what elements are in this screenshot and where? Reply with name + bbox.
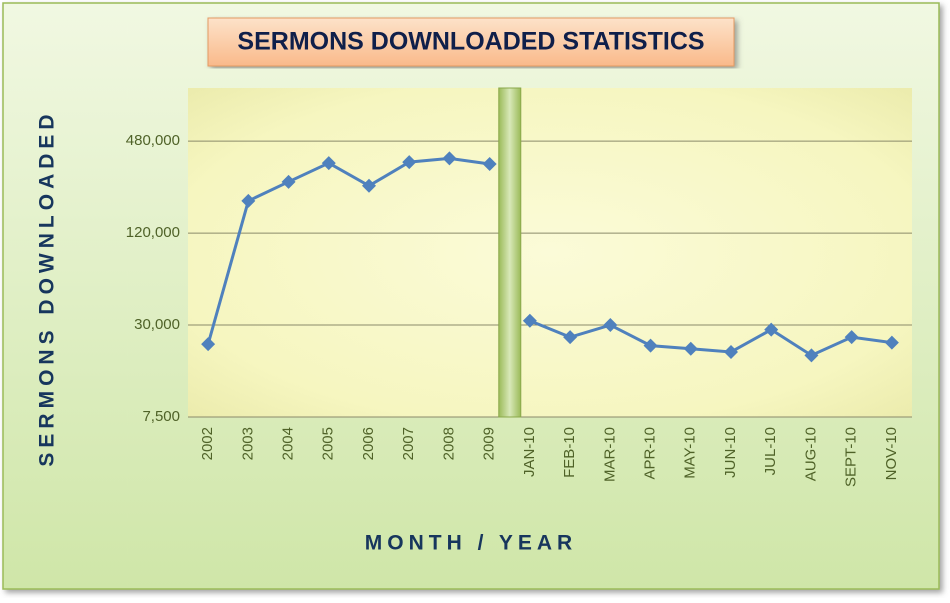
y-axis-title: SERMONS DOWNLOADED: [36, 109, 59, 466]
x-tick-label: 2006: [360, 427, 377, 460]
y-tick-label: 120,000: [126, 224, 180, 241]
marker: [764, 322, 779, 337]
x-tick-label: SEPT-10: [843, 427, 860, 487]
x-tick-label: 2002: [199, 427, 216, 460]
marker: [563, 330, 578, 345]
marker: [362, 178, 376, 193]
x-tick-label: NOV-10: [883, 427, 900, 480]
marker: [643, 338, 658, 353]
marker: [241, 193, 256, 208]
marker: [442, 151, 457, 166]
marker: [482, 157, 497, 172]
marker: [683, 341, 698, 356]
x-tick-label: MAY-10: [682, 427, 699, 479]
x-axis-title: MONTH / YEAR: [365, 532, 577, 555]
plot-area: [188, 88, 912, 417]
x-tick-label: JAN-10: [521, 427, 538, 477]
title-box: [207, 17, 735, 67]
marker: [201, 337, 216, 352]
marker: [884, 335, 899, 350]
x-tick-label: JUN-10: [722, 427, 739, 478]
marker: [844, 330, 859, 345]
marker: [724, 344, 738, 359]
line: [529, 319, 893, 358]
x-tick-label: 2008: [440, 427, 457, 460]
chart-title: SERMONS DOWNLOADED STATISTICS: [237, 28, 704, 56]
marker: [321, 156, 336, 171]
x-tick-label: 2007: [400, 427, 417, 460]
x-tick-label: 2009: [481, 427, 498, 460]
y-tick-label: 30,000: [134, 316, 180, 333]
line: [206, 156, 490, 345]
x-tick-label: MAR-10: [601, 427, 618, 482]
marker: [603, 318, 618, 333]
y-tick-label: 480,000: [126, 132, 180, 149]
marker: [281, 174, 296, 189]
x-tick-label: 2005: [320, 427, 337, 460]
x-tick-label: 2003: [239, 427, 256, 460]
x-tick-label: JUL-10: [762, 427, 779, 475]
x-tick-label: 2004: [280, 427, 297, 460]
separator: [498, 87, 522, 418]
y-tick-label: 7,500: [142, 408, 180, 425]
marker: [804, 348, 819, 363]
marker: [522, 313, 537, 328]
x-tick-label: APR-10: [642, 427, 659, 480]
x-tick-label: AUG-10: [802, 427, 819, 481]
marker: [402, 155, 417, 170]
x-tick-label: FEB-10: [561, 427, 578, 478]
